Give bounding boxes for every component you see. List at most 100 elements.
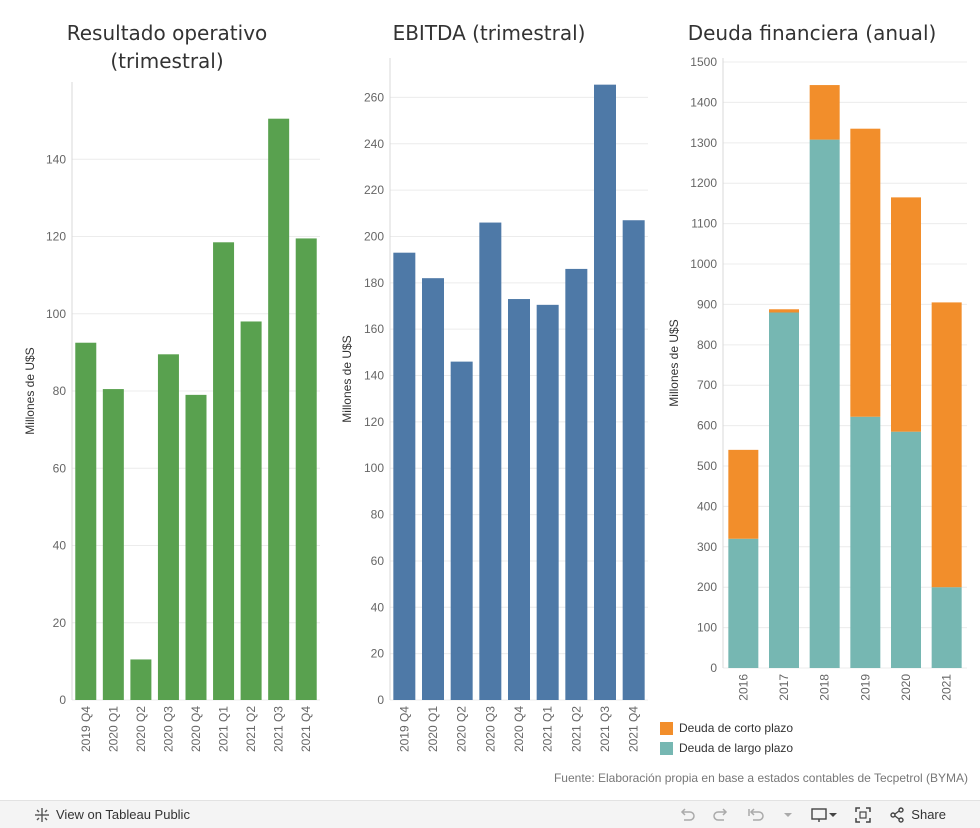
chart1-y-tick-label: 120 [46,230,66,244]
chart1-title-line-2: (trimestral) [110,49,223,73]
chart3-y-tick-label: 1000 [690,257,717,271]
share-button[interactable]: Share [889,806,946,823]
chart1-bar-2020-Q1[interactable] [102,389,124,700]
chart2-bar-2020-Q1[interactable] [422,278,444,700]
chart2-x-tick-label: 2020 Q2 [455,706,469,752]
chart2-x-tick-label: 2021 Q4 [627,706,641,752]
fullscreen-icon[interactable] [855,806,872,823]
chart2-y-tick-label: 240 [364,137,384,151]
chart3-bar-2021-largo[interactable] [931,587,962,668]
chart2-bar-2019-Q4[interactable] [393,252,416,700]
chart2-x-tick-label: 2021 Q3 [598,706,612,752]
chart2-y-tick-label: 0 [377,693,384,707]
chart2-y-tick-label: 220 [364,183,384,197]
chart3-y-tick-label: 300 [697,540,717,554]
chart3-bar-2020-largo[interactable] [891,431,921,668]
legend-swatch-largo [660,741,673,755]
undo-icon[interactable] [679,807,696,822]
chart1-bar-2021-Q2[interactable] [240,321,262,700]
chart2-y-axis-label: Millones de U$S [340,335,354,422]
chart2-bar-2021-Q4[interactable] [622,220,645,700]
redo-icon[interactable] [713,807,729,822]
chart3-x-tick-label: 2019 [858,674,872,701]
chart1-x-tick-label: 2019 Q4 [79,706,93,752]
view-on-tableau-link[interactable]: View on Tableau Public [34,807,190,823]
chart3-x-tick-label: 2021 [940,674,954,701]
chart1-bar-2021-Q4[interactable] [295,238,317,700]
chart2-y-tick-label: 160 [364,322,384,336]
chart3-x-tick-label: 2018 [818,674,832,701]
chart3-y-tick-label: 1100 [691,217,717,231]
legend-item-largo[interactable]: Deuda de largo plazo [660,738,793,758]
chart3-bar-2017-corto[interactable] [769,309,799,313]
chart3-bar-2019-corto[interactable] [850,128,881,417]
chart3-y-tick-label: 600 [697,419,717,433]
share-icon [890,806,904,823]
chart3-y-tick-label: 200 [697,580,717,594]
chart1-x-tick-label: 2020 Q4 [189,706,203,752]
chart1-x-tick-label: 2020 Q3 [161,706,175,752]
chart1-bar-2020-Q4[interactable] [185,394,207,700]
chart3-bar-2016-corto[interactable] [728,449,759,539]
chart1-y-tick-label: 60 [53,461,67,475]
chart2-bar-2021-Q2[interactable] [565,268,588,700]
legend-label-corto: Deuda de corto plazo [679,721,794,735]
chart3-bar-2016-largo[interactable] [728,538,759,668]
chart2-x-tick-label: 2021 Q2 [569,706,583,752]
chart3-x-tick-label: 2016 [736,674,750,701]
legend-label-largo: Deuda de largo plazo [679,741,794,755]
chart3-y-tick-label: 1400 [690,95,717,109]
charts-canvas: Resultado operativo (trimestral) 0 20 40 60 80… [23,21,967,752]
chart1-x-tick-label: 2021 Q4 [299,706,313,752]
tableau-logo-icon [35,807,49,822]
chart3-bar-2021-corto[interactable] [931,302,962,588]
chart3-y-tick-label: 0 [710,661,717,675]
chart2-x-tick-label: 2021 Q1 [541,706,555,752]
chart3-x-tick-label: 2017 [777,674,791,701]
chart1-x-tick-label: 2020 Q2 [134,706,148,752]
chart3-y-axis-label: Millones de U$S [667,319,681,406]
chart2-bar-2021-Q3[interactable] [594,84,616,700]
revert-dropdown-icon[interactable] [783,810,793,820]
chart2-bar-2020-Q2[interactable] [450,361,473,700]
chart2-y-tick-label: 80 [371,508,385,522]
chart1-y-tick-label: 20 [53,616,67,630]
chart2-y-tick-label: 20 [371,647,385,661]
chart3-bar-2018-largo[interactable] [809,139,840,668]
chart1-y-tick-label: 140 [46,152,66,166]
legend-item-corto[interactable]: Deuda de corto plazo [660,718,793,738]
chart2-bar-2020-Q3[interactable] [479,222,502,700]
revert-icon[interactable] [747,807,765,822]
chart2-bar-2021-Q1[interactable] [536,304,559,700]
chart3-bar-2018-corto[interactable] [809,85,840,140]
legend-swatch-corto [660,721,673,735]
view-on-tableau-label: View on Tableau Public [56,807,190,822]
chart3-bar-2019-largo[interactable] [850,416,881,668]
chart2-x-tick-label: 2019 Q4 [397,706,411,752]
chart1-x-tick-label: 2021 Q1 [217,706,231,752]
chart1-y-axis-label: Millones de U$S [23,347,37,434]
chart2-x-tick-label: 2020 Q3 [483,706,497,752]
chart3-y-tick-label: 1500 [690,55,717,69]
download-icon[interactable] [811,807,838,823]
chart1-bar-2021-Q1[interactable] [213,242,235,700]
chart1-bar-2019-Q4[interactable] [75,342,97,700]
chart1-bar-2021-Q3[interactable] [268,118,290,701]
chart2-y-tick-label: 200 [364,229,384,243]
chart1-y-tick-label: 100 [46,307,66,321]
chart2-y-tick-label: 60 [371,554,385,568]
chart2-bar-2020-Q4[interactable] [508,299,530,700]
chart2-y-tick-label: 180 [364,276,384,290]
chart1-bar-2020-Q3[interactable] [157,354,179,700]
chart2-y-tick-label: 260 [364,90,384,104]
chart3-y-tick-label: 500 [697,459,717,473]
chart3-y-tick-label: 400 [697,499,717,513]
chart1-y-tick-label: 40 [53,539,67,553]
chart1-y-tick-label: 80 [53,384,67,398]
chart3-bar-2020-corto[interactable] [891,197,921,432]
chart3-bar-2017-largo[interactable] [769,312,799,668]
chart3-y-tick-label: 1200 [690,176,717,190]
chart3-y-tick-label: 900 [697,297,717,311]
chart1-bar-2020-Q2[interactable] [130,659,152,700]
tableau-toolbar: View on Tableau Public Share [0,800,980,828]
